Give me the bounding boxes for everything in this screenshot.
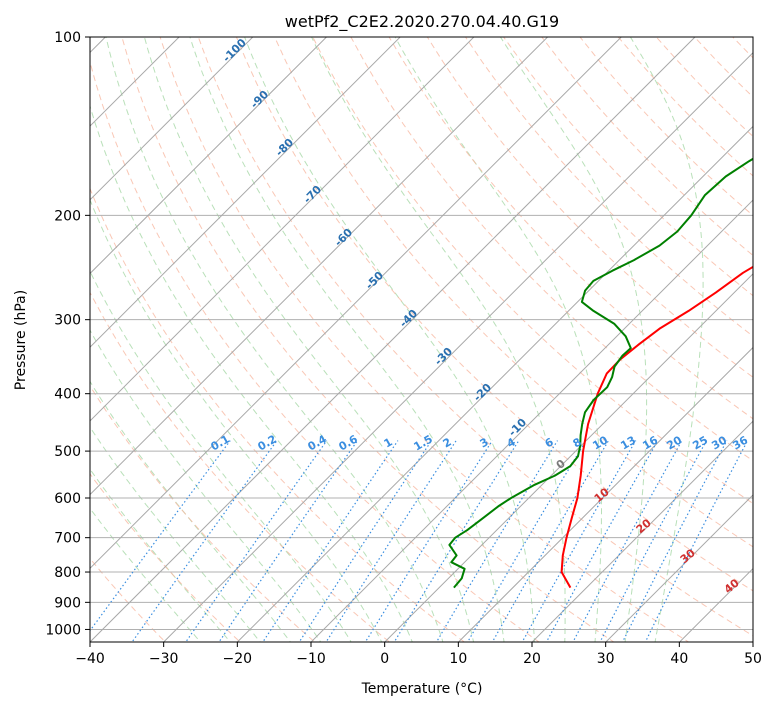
- series-layer: [448, 157, 753, 589]
- dry-adiabat: [159, 37, 690, 642]
- mixing-ratio-line: [435, 440, 559, 642]
- mixing-ratio-line: [262, 440, 399, 642]
- isotherm-line: [90, 37, 475, 422]
- mixing-ratio-line: [599, 440, 708, 642]
- mixing-ratio-lines: [90, 440, 749, 642]
- x-tick-label: 20: [523, 651, 541, 667]
- moist-adiabat: [394, 37, 602, 642]
- isotherm-line: [90, 37, 180, 127]
- mixing-ratio-line: [467, 440, 587, 642]
- x-tick-label: −30: [149, 651, 179, 667]
- y-tick-label: 900: [54, 595, 81, 611]
- y-tick-label: 100: [54, 30, 81, 46]
- grid-layer: [90, 37, 753, 642]
- isotherm-line: [90, 37, 696, 642]
- dry-adiabat: [464, 37, 753, 337]
- isotherm-line: [605, 494, 753, 642]
- y-tick-label: 500: [54, 444, 81, 460]
- isotherm-line: [90, 37, 254, 201]
- mixing-ratio-line: [131, 440, 278, 642]
- dry-adiabat: [121, 37, 615, 642]
- isotherm-line: [384, 273, 753, 642]
- dry-adiabat: [312, 37, 753, 505]
- moist-adiabats: [90, 37, 704, 642]
- dry-adiabat: [502, 37, 753, 297]
- isotherm-line: [90, 37, 549, 496]
- mixing-ratio-line: [572, 440, 683, 642]
- y-tick-label: 800: [54, 565, 81, 581]
- y-tick-label: 300: [54, 313, 81, 329]
- moist-adiabat: [90, 507, 202, 642]
- x-tick-label: 50: [744, 651, 762, 667]
- dry-adiabat: [235, 37, 753, 592]
- isotherm-line: [162, 51, 753, 642]
- dry-adiabat: [90, 187, 466, 642]
- dry-adiabat: [426, 37, 753, 378]
- moist-adiabat: [244, 37, 535, 642]
- isotherm-line: [531, 420, 753, 642]
- mixing-ratio-line: [545, 440, 659, 642]
- moist-adiabat: [629, 37, 704, 642]
- mixing-ratio-line: [325, 440, 457, 642]
- plot-background: [90, 37, 753, 642]
- y-tick-label: 400: [54, 387, 81, 403]
- x-tick-label: 40: [670, 651, 688, 667]
- x-tick-label: −40: [75, 651, 105, 667]
- plot-frame: [89, 36, 754, 643]
- y-axis-label: Pressure (hPa): [13, 290, 29, 390]
- mixing-ratio-line: [364, 440, 493, 642]
- isotherm-line: [236, 125, 753, 642]
- isotherms: [90, 37, 753, 642]
- y-axis-ticks: 1000 900 800 700 600 500 400 300 200 100: [45, 30, 90, 638]
- dry-adiabat: [90, 60, 540, 642]
- dry-adiabat: [90, 385, 316, 642]
- moist-adiabat: [311, 37, 566, 642]
- mixing-ratio-line: [621, 440, 728, 642]
- x-tick-label: −20: [223, 651, 253, 667]
- dewpoint-trace: [448, 157, 753, 589]
- dry-adiabat: [197, 37, 753, 637]
- mixing-ratio-line: [491, 440, 610, 642]
- x-tick-label: 30: [597, 651, 615, 667]
- mixing-ratio-line: [644, 440, 749, 642]
- isotherm-line: [457, 346, 753, 642]
- dry-adiabat: [90, 472, 241, 642]
- isotherm-line: [90, 37, 623, 570]
- x-tick-label: 0: [380, 651, 389, 667]
- mixing-ratio-line: [298, 440, 433, 642]
- y-tick-label: 600: [54, 491, 81, 507]
- x-axis-ticks: −40 −30 −20 −10 0 10 20 30 40 50: [75, 642, 762, 667]
- isobars: [90, 37, 753, 630]
- temperature-trace: [560, 265, 753, 589]
- x-tick-label: 10: [449, 651, 467, 667]
- chart-title: wetPf2_C2E2.2020.270.04.40.G19: [285, 12, 559, 32]
- moist-adiabat: [90, 329, 322, 642]
- x-axis-label: Temperature (°C): [361, 681, 483, 697]
- y-tick-label: 700: [54, 531, 81, 547]
- isotherm-line: [90, 37, 328, 275]
- dry-adiabat: [90, 291, 391, 642]
- isotherm-line: [90, 37, 401, 348]
- y-tick-label: 200: [54, 208, 81, 224]
- y-tick-label: 1000: [45, 622, 81, 638]
- x-tick-label: −10: [296, 651, 326, 667]
- moist-adiabat: [143, 37, 475, 642]
- moist-adiabat: [90, 198, 383, 642]
- moist-adiabat: [499, 37, 648, 642]
